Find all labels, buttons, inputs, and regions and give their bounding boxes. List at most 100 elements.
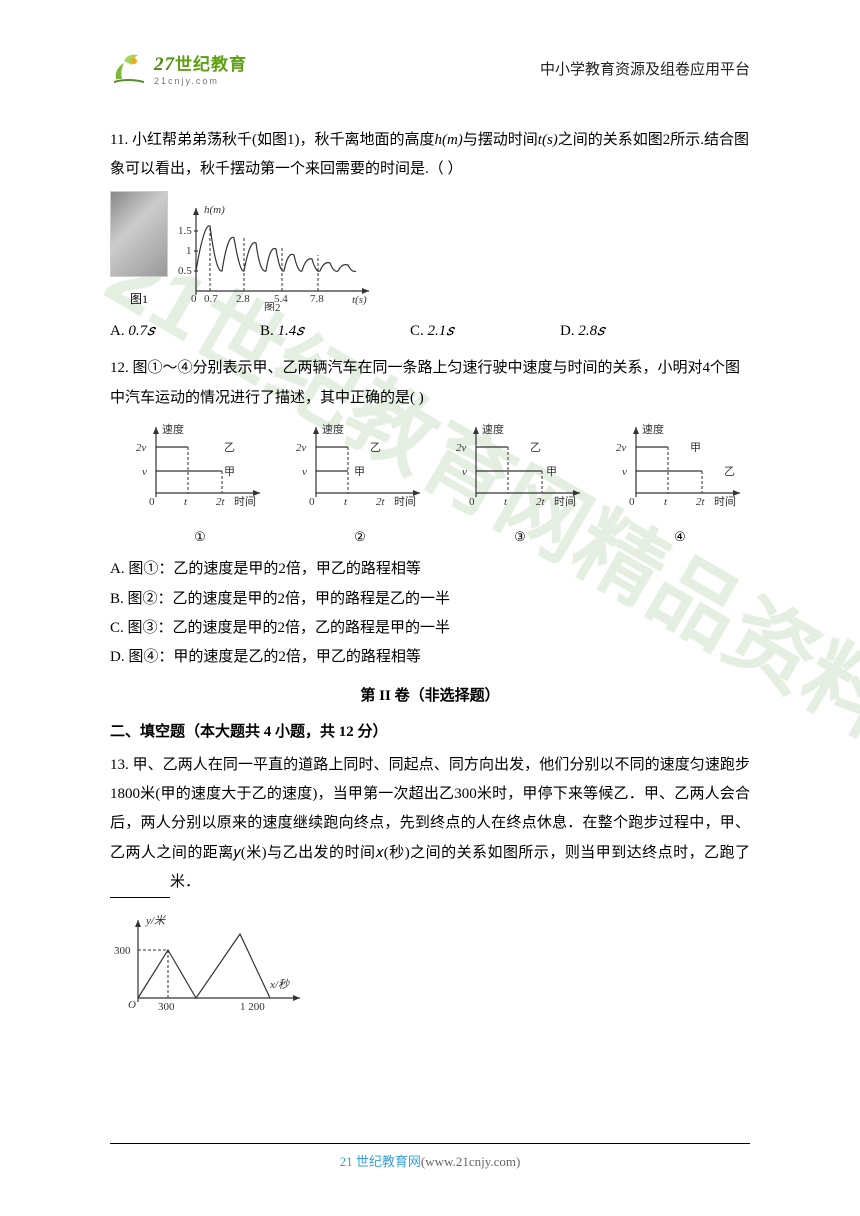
q12c4-0: 0 xyxy=(629,496,635,508)
q13-text-b: 米． xyxy=(170,874,200,890)
logo-brand-cn: 世纪教育 xyxy=(175,55,247,74)
q12c2-2v: 2v xyxy=(296,442,307,454)
q12c3-2t: 2t xyxy=(536,496,546,508)
footer-text-b: (www.21cnjy.com) xyxy=(421,1154,520,1169)
page-footer: 21 世纪教育网(www.21cnjy.com) xyxy=(0,1151,860,1170)
q12c1-jia: 甲 xyxy=(224,466,235,478)
q11-optD: 2.8𝑠 xyxy=(578,323,604,339)
q12c4-jia: 甲 xyxy=(690,442,701,454)
question-13: 13. 甲、乙两人在同一平直的道路上同时、同起点、同方向出发，他们分别以不同的速… xyxy=(110,751,750,898)
q12c1-yl: 速度 xyxy=(162,422,184,436)
q12c2-jia: 甲 xyxy=(354,466,365,478)
q12-charts-row: 速度 时间 v 2v 0 t 2t 乙 甲 ① 速度 时间 v 2v 0 xyxy=(130,421,750,550)
q12c2-xl: 时间 xyxy=(394,495,416,508)
header-right-text: 中小学教育资源及组卷应用平台 xyxy=(540,58,750,79)
page-container: 27世纪教育 21cnjy.com 中小学教育资源及组卷应用平台 11. 小红帮… xyxy=(0,0,860,1071)
q11-chart-xlabel: t(s) xyxy=(352,294,367,306)
q12c1-yi: 乙 xyxy=(224,441,235,454)
footer-rule xyxy=(110,1143,750,1144)
q12-chart-4: 速度 时间 v 2v 0 t 2t 甲 乙 xyxy=(610,421,750,513)
q12c2-yi: 乙 xyxy=(370,441,381,454)
logo-icon xyxy=(110,51,148,85)
logo: 27世纪教育 21cnjy.com xyxy=(110,50,247,86)
question-12: 12. 图①～④分别表示甲、乙两辆汽车在同一条路上匀速行驶中速度与时间的关系，小… xyxy=(110,354,750,413)
q13-chart: y/米 x/秒 O 300 300 1 200 xyxy=(110,910,310,1020)
question-11: 11. 小红帮弟弟荡秋千(如图1)，秋千离地面的高度h(m)与摆动时间t(s)之… xyxy=(110,126,750,185)
q11-ts: t(s) xyxy=(538,132,558,148)
q12c2-v: v xyxy=(302,466,307,478)
q12c4-yi: 乙 xyxy=(724,465,735,478)
q11-figures: 图1 h(m) t(s) 0.5 1 1.5 0 0.7 2.8 5.4 7.8 xyxy=(110,191,750,312)
q12c4-xl: 时间 xyxy=(714,495,736,508)
logo-domain: 21cnjy.com xyxy=(154,76,247,86)
q12c1-0: 0 xyxy=(149,496,155,508)
q12-optA: A. 图①：乙的速度是甲的2倍，甲乙的路程相等 xyxy=(110,555,750,584)
q12-chart-1: 速度 时间 v 2v 0 t 2t 乙 甲 xyxy=(130,421,270,513)
q13-text-a: 甲、乙两人在同一平直的道路上同时、同起点、同方向出发，他们分别以不同的速度匀速跑… xyxy=(110,757,750,861)
q11-xtick-2: 2.8 xyxy=(236,293,250,305)
q12c1-v: v xyxy=(142,466,147,478)
q11-photo-placeholder xyxy=(110,191,168,277)
q13-number: 13. xyxy=(110,757,133,773)
q12c4-v: v xyxy=(622,466,627,478)
content-area: 11. 小红帮弟弟荡秋千(如图1)，秋千离地面的高度h(m)与摆动时间t(s)之… xyxy=(110,126,750,1031)
q12-chart-3: 速度 时间 v 2v 0 t 2t 乙 甲 xyxy=(450,421,590,513)
q11-ytick-1: 1 xyxy=(186,245,192,257)
q11-optC-label: C. xyxy=(410,323,428,339)
q13-x1200: 1 200 xyxy=(240,1001,265,1013)
q12-num-3: ③ xyxy=(450,524,590,549)
q12c1-2t: 2t xyxy=(216,496,226,508)
q12c1-2v: 2v xyxy=(136,442,147,454)
q13-figure: y/米 x/秒 O 300 300 1 200 xyxy=(110,910,750,1031)
q12-text: 图①～④分别表示甲、乙两辆汽车在同一条路上匀速行驶中速度与时间的关系，小明对4个… xyxy=(110,360,740,405)
q12-optC: C. 图③：乙的速度是甲的2倍，乙的路程是甲的一半 xyxy=(110,614,750,643)
q11-chart: h(m) t(s) 0.5 1 1.5 0 0.7 2.8 5.4 7.8 图 xyxy=(174,203,374,311)
q11-optA: 0.7𝑠 xyxy=(128,323,154,339)
q11-ytick-0: 0.5 xyxy=(178,265,192,277)
q11-xtick-0: 0 xyxy=(191,293,197,305)
q13-y300: 300 xyxy=(114,945,131,957)
q12c2-2t: 2t xyxy=(376,496,386,508)
q12-num-4: ④ xyxy=(610,524,750,549)
q11-text-b: 与摆动时间 xyxy=(463,132,538,148)
q12c1-t: t xyxy=(184,496,188,508)
q13-x300: 300 xyxy=(158,1001,175,1013)
q13-xlabel: x/秒 xyxy=(269,978,290,991)
q11-chart-ylabel: h(m) xyxy=(204,204,225,216)
q12c4-2t: 2t xyxy=(696,496,706,508)
q12c3-2v: 2v xyxy=(456,442,467,454)
q11-fig2-label: 图2 xyxy=(264,301,281,311)
q11-number: 11. xyxy=(110,132,132,148)
q12c3-xl: 时间 xyxy=(554,495,576,508)
q11-optA-label: A. xyxy=(110,323,128,339)
q12-optB: B. 图②：乙的速度是甲的2倍，甲的路程是乙的一半 xyxy=(110,585,750,614)
q11-options: A. 0.7𝑠 B. 1.4𝑠 C. 2.1𝑠 D. 2.8𝑠 xyxy=(110,317,750,346)
section-2-title: 第 II 卷（非选择题） xyxy=(110,682,750,711)
q12c2-0: 0 xyxy=(309,496,315,508)
q12c3-jia: 甲 xyxy=(546,466,557,478)
q12c2-yl: 速度 xyxy=(322,422,344,436)
q12-chart-2: 速度 时间 v 2v 0 t 2t 乙 甲 xyxy=(290,421,430,513)
q13-origin: O xyxy=(128,999,136,1011)
q12c3-yi: 乙 xyxy=(530,441,541,454)
q11-optB-label: B. xyxy=(260,323,278,339)
q11-text-a: 小红帮弟弟荡秋千(如图1)，秋千离地面的高度 xyxy=(132,132,435,148)
q12c3-yl: 速度 xyxy=(482,422,504,436)
q12-num-1: ① xyxy=(130,524,270,549)
q13-blank[interactable] xyxy=(110,868,170,898)
q12c3-t: t xyxy=(504,496,508,508)
page-header: 27世纪教育 21cnjy.com 中小学教育资源及组卷应用平台 xyxy=(110,50,750,86)
q12c3-0: 0 xyxy=(469,496,475,508)
q11-optB: 1.4𝑠 xyxy=(278,323,304,339)
q11-hm: h(m) xyxy=(434,132,462,148)
q12-number: 12. xyxy=(110,360,133,376)
q11-ytick-2: 1.5 xyxy=(178,225,192,237)
q12-num-2: ② xyxy=(290,524,430,549)
q13-ylabel: y/米 xyxy=(145,914,166,927)
q12c3-v: v xyxy=(462,466,467,478)
q11-xtick-4: 7.8 xyxy=(310,293,324,305)
q11-fig1-label: 图1 xyxy=(110,288,168,311)
q12c4-yl: 速度 xyxy=(642,422,664,436)
q11-optC: 2.1𝑠 xyxy=(428,323,454,339)
q12c4-2v: 2v xyxy=(616,442,627,454)
